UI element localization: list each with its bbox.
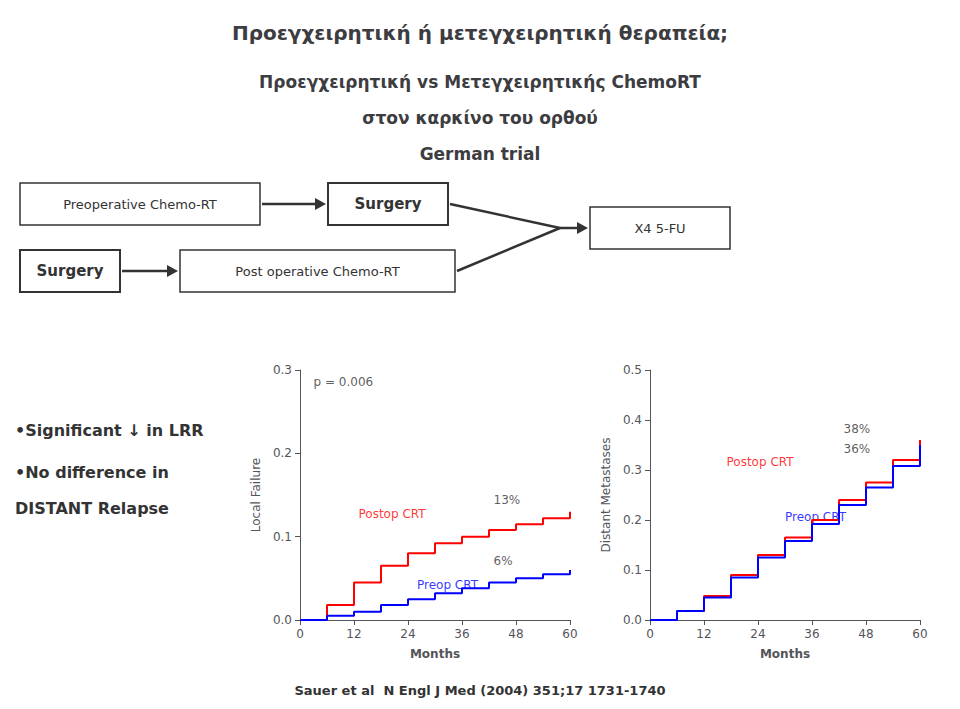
svg-text:0: 0 — [296, 627, 304, 641]
svg-text:48: 48 — [508, 627, 523, 641]
svg-text:24: 24 — [400, 627, 415, 641]
svg-text:0.2: 0.2 — [273, 446, 292, 460]
svg-text:24: 24 — [750, 627, 765, 641]
svg-text:0.3: 0.3 — [623, 463, 642, 477]
svg-text:12: 12 — [346, 627, 361, 641]
svg-text:Προεγχειρητική vs Μετεγχειρητι: Προεγχειρητική vs Μετεγχειρητικής ChemoR… — [259, 72, 701, 92]
svg-text:6%: 6% — [494, 554, 513, 568]
svg-text:Preop CRT: Preop CRT — [417, 578, 479, 592]
svg-text:0.4: 0.4 — [623, 413, 642, 427]
svg-text:13%: 13% — [494, 493, 521, 507]
svg-text:•No difference in: •No difference in — [15, 463, 169, 482]
svg-text:Postop CRT: Postop CRT — [727, 455, 795, 469]
svg-text:Surgery: Surgery — [355, 195, 422, 213]
svg-text:0.2: 0.2 — [623, 513, 642, 527]
svg-text:60: 60 — [912, 627, 927, 641]
svg-text:στον καρκίνο του ορθού: στον καρκίνο του ορθού — [362, 108, 598, 128]
svg-text:Local Failure: Local Failure — [249, 458, 263, 532]
svg-text:Months: Months — [760, 647, 810, 661]
svg-text:60: 60 — [562, 627, 577, 641]
svg-text:Postop CRT: Postop CRT — [359, 507, 427, 521]
svg-text:48: 48 — [858, 627, 873, 641]
svg-text:36%: 36% — [844, 442, 871, 456]
svg-text:German trial: German trial — [420, 144, 541, 164]
svg-text:12: 12 — [696, 627, 711, 641]
svg-text:38%: 38% — [844, 422, 871, 436]
svg-text:Surgery: Surgery — [37, 262, 104, 280]
svg-text:0.1: 0.1 — [273, 530, 292, 544]
svg-text:DISTANT Relapse: DISTANT Relapse — [15, 499, 169, 518]
svg-text:Προεγχειρητική ή μετεγχειρητικ: Προεγχειρητική ή μετεγχειρητική θεραπεία… — [232, 21, 728, 45]
svg-text:Preoperative Chemo-RT: Preoperative Chemo-RT — [63, 197, 217, 212]
svg-text:Sauer et al N Engl J Med (200: Sauer et al N Engl J Med (2004) 351;17 1… — [294, 683, 665, 698]
svg-text:0.1: 0.1 — [623, 563, 642, 577]
svg-text:0: 0 — [646, 627, 654, 641]
svg-text:Months: Months — [410, 647, 460, 661]
svg-text:X4 5-FU: X4 5-FU — [634, 221, 685, 236]
svg-text:Preop CRT: Preop CRT — [785, 510, 847, 524]
svg-text:Distant Metastases: Distant Metastases — [599, 437, 613, 552]
svg-text:p = 0.006: p = 0.006 — [314, 375, 374, 389]
svg-text:•Significant ↓ in LRR: •Significant ↓ in LRR — [15, 421, 204, 440]
svg-text:36: 36 — [454, 627, 469, 641]
svg-text:0.0: 0.0 — [273, 613, 292, 627]
svg-text:0.3: 0.3 — [273, 363, 292, 377]
svg-text:Post operative Chemo-RT: Post operative Chemo-RT — [235, 264, 399, 279]
svg-text:36: 36 — [804, 627, 819, 641]
svg-text:0.5: 0.5 — [623, 363, 642, 377]
svg-text:0.0: 0.0 — [623, 613, 642, 627]
